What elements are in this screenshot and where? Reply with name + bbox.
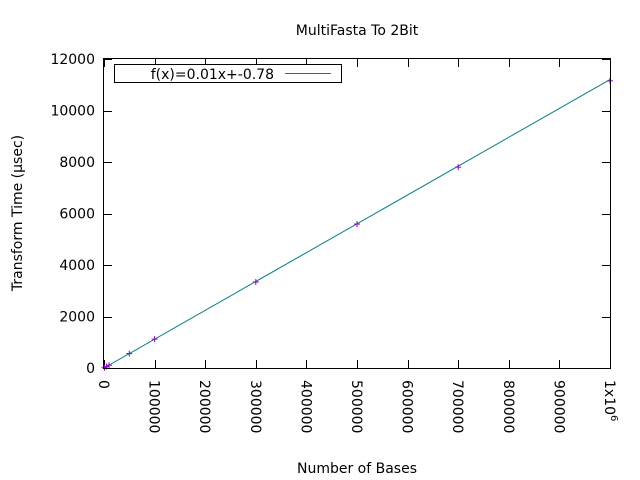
x-tick-label: 900000 [550,380,566,433]
y-tick-label: 12000 [50,52,95,68]
series-layer [101,77,613,371]
x-tick-label: 400000 [297,380,313,433]
x-tick-label: 200000 [196,380,212,433]
y-tick-label: 6000 [59,207,95,223]
y-tick-label: 8000 [59,155,95,171]
y-tick-label: 4000 [59,258,95,274]
data-point [252,278,259,285]
legend-label: f(x)=0.01x+-0.78 [151,67,274,83]
y-tick-label: 2000 [59,310,95,326]
data-point [106,362,113,369]
y-tick-label: 0 [86,361,95,377]
x-axis-label: Number of Bases [297,461,417,477]
data-point [354,221,360,228]
data-point [455,164,462,171]
legend: f(x)=0.01x+-0.78 [114,64,342,83]
data-point [151,336,158,343]
x-tick-label: 1x106 [601,380,619,421]
y-tick-label: 10000 [50,104,95,120]
x-tick-label: 300000 [247,380,263,433]
chart-title: MultiFasta To 2Bit [296,23,419,39]
x-tick-label: 0 [95,380,111,389]
x-tick-label: 100000 [146,380,162,433]
legend-box [114,64,342,83]
plot-frame [103,58,611,369]
x-tick-label: 800000 [500,380,516,433]
axis-ticks: 0 2000 4000 6000 8000 10000 12000 0 100000 200000… [50,52,619,433]
x-tick-label: 500000 [348,380,364,433]
y-axis-label: Transform Time (µsec) [10,135,26,292]
x-tick-label: 700000 [449,380,465,433]
data-point [126,350,133,357]
x-tick-label: 600000 [399,380,415,433]
